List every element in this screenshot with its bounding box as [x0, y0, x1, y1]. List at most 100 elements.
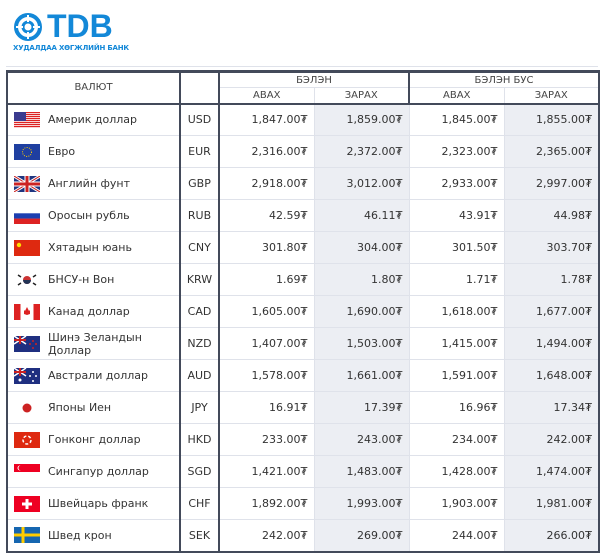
noncash-sell-rate: 1,677.00₮	[503, 295, 601, 328]
noncash-sell-rate: 17.34₮	[503, 391, 601, 424]
currency-row-usd: Америк доллар USD 1,847.00₮ 1,859.00₮ 1,…	[6, 103, 601, 136]
currency-row-sgd: Сингапур доллар SGD 1,421.00₮ 1,483.00₮ …	[6, 455, 601, 488]
currency-name-wrap: Оросын рубль	[14, 207, 177, 224]
cash-sell-rate: 46.11₮	[313, 199, 410, 232]
noncash-sell-rate: 242.00₮	[503, 423, 601, 456]
currency-name: Америк доллар	[48, 113, 137, 127]
currency-name-wrap: Америк доллар	[14, 111, 177, 128]
cash-buy-rate: 301.80₮	[218, 231, 315, 264]
currency-row-gbp: Английн фунт GBP 2,918.00₮ 3,012.00₮ 2,9…	[6, 167, 601, 200]
us-flag-icon	[14, 111, 40, 128]
currency-name: Японы Иен	[48, 401, 112, 414]
currency-code: JPY	[179, 391, 220, 424]
currency-name-cell: Японы Иен	[6, 391, 181, 424]
cash-buy-rate: 1,407.00₮	[218, 327, 315, 360]
header-cash-buy: АВАХ	[218, 87, 315, 105]
cash-buy-rate: 2,316.00₮	[218, 135, 315, 168]
currency-name-cell: Гонконг доллар	[6, 423, 181, 456]
currency-code: NZD	[179, 327, 220, 360]
ru-flag-icon	[14, 207, 40, 224]
noncash-buy-rate: 1,415.00₮	[408, 327, 505, 360]
currency-name-cell: Швед крон	[6, 519, 181, 552]
cash-buy-rate: 2,918.00₮	[218, 167, 315, 200]
noncash-sell-rate: 1,474.00₮	[503, 455, 601, 488]
currency-row-nzd: Шинэ Зеландын Доллар NZD 1,407.00₮ 1,503…	[6, 327, 601, 360]
currency-name-wrap: Швейцарь франк	[14, 495, 177, 512]
currency-row-krw: БНСУ-н Вон KRW 1.69₮ 1.80₮ 1.71₮ 1.78₮	[6, 263, 601, 296]
cash-sell-rate: 1.80₮	[313, 263, 410, 296]
currency-name-cell: Сингапур доллар	[6, 455, 181, 488]
cash-sell-rate: 1,483.00₮	[313, 455, 410, 488]
cash-buy-rate: 42.59₮	[218, 199, 315, 232]
noncash-sell-rate: 1.78₮	[503, 263, 601, 296]
currency-name: БНСУ-н Вон	[48, 273, 115, 286]
noncash-sell-rate: 266.00₮	[503, 519, 601, 552]
currency-row-aud: Австрали доллар AUD 1,578.00₮ 1,661.00₮ …	[6, 359, 601, 392]
eu-flag-icon	[14, 143, 40, 160]
header-cash-sell: ЗАРАХ	[313, 87, 410, 105]
currency-name: Оросын рубль	[48, 209, 130, 222]
currency-code: KRW	[179, 263, 220, 296]
currency-code: RUB	[179, 199, 220, 232]
currency-name: Сингапур доллар	[48, 465, 149, 478]
noncash-buy-rate: 1,428.00₮	[408, 455, 505, 488]
au-flag-icon	[14, 367, 40, 384]
cash-buy-rate: 1,847.00₮	[218, 103, 315, 136]
currency-code: GBP	[179, 167, 220, 200]
noncash-buy-rate: 244.00₮	[408, 519, 505, 552]
noncash-sell-rate: 1,494.00₮	[503, 327, 601, 360]
hk-flag-icon	[14, 431, 40, 448]
currency-code: CNY	[179, 231, 220, 264]
cash-sell-rate: 243.00₮	[313, 423, 410, 456]
kr-flag-icon	[14, 271, 40, 288]
currency-name-cell: Австрали доллар	[6, 359, 181, 392]
noncash-sell-rate: 1,855.00₮	[503, 103, 601, 136]
currency-name-wrap: Швед крон	[14, 527, 177, 544]
currency-name-cell: Английн фунт	[6, 167, 181, 200]
noncash-sell-rate: 303.70₮	[503, 231, 601, 264]
cash-sell-rate: 269.00₮	[313, 519, 410, 552]
currency-name-cell: БНСУ-н Вон	[6, 263, 181, 296]
cash-buy-rate: 1,578.00₮	[218, 359, 315, 392]
currency-code: USD	[179, 103, 220, 136]
tdb-logo[interactable]: TDB ХУДАЛДАА ХӨГЖЛИЙН БАНК	[13, 10, 129, 54]
cash-buy-rate: 233.00₮	[218, 423, 315, 456]
cash-buy-rate: 16.91₮	[218, 391, 315, 424]
cash-sell-rate: 304.00₮	[313, 231, 410, 264]
nz-flag-icon	[14, 335, 40, 352]
currency-name-cell: Евро	[6, 135, 181, 168]
cn-flag-icon	[14, 239, 40, 256]
noncash-buy-rate: 1,591.00₮	[408, 359, 505, 392]
cash-sell-rate: 3,012.00₮	[313, 167, 410, 200]
currency-code: HKD	[179, 423, 220, 456]
divider	[6, 66, 598, 67]
noncash-buy-rate: 2,933.00₮	[408, 167, 505, 200]
currency-row-eur: Евро EUR 2,316.00₮ 2,372.00₮ 2,323.00₮ 2…	[6, 135, 601, 168]
header-noncash: БЭЛЭН БУС	[407, 71, 601, 88]
noncash-sell-rate: 1,648.00₮	[503, 359, 601, 392]
cash-buy-rate: 1,892.00₮	[218, 487, 315, 520]
cash-buy-rate: 242.00₮	[218, 519, 315, 552]
currency-name-cell: Шинэ Зеландын Доллар	[6, 327, 181, 360]
currency-name-cell: Америк доллар	[6, 103, 181, 136]
ch-flag-icon	[14, 495, 40, 512]
currency-name: Швед крон	[48, 528, 112, 542]
cash-buy-rate: 1.69₮	[218, 263, 315, 296]
currency-name-cell: Оросын рубль	[6, 199, 181, 232]
noncash-sell-rate: 1,981.00₮	[503, 487, 601, 520]
currency-row-sek: Швед крон SEK 242.00₮ 269.00₮ 244.00₮ 26…	[6, 519, 601, 552]
cash-sell-rate: 2,372.00₮	[313, 135, 410, 168]
currency-name: Австрали доллар	[48, 369, 148, 382]
sg-flag-icon	[14, 463, 40, 480]
gb-flag-icon	[14, 175, 40, 192]
noncash-buy-rate: 301.50₮	[408, 231, 505, 264]
currency-code: SGD	[179, 455, 220, 488]
currency-name-wrap: Канад доллар	[14, 303, 177, 320]
logo-subtitle: ХУДАЛДАА ХӨГЖЛИЙН БАНК	[13, 44, 129, 52]
header-noncash-sell: ЗАРАХ	[503, 87, 601, 105]
currency-name-cell: Хятадын юань	[6, 231, 181, 264]
cash-sell-rate: 1,503.00₮	[313, 327, 410, 360]
noncash-sell-rate: 2,997.00₮	[503, 167, 601, 200]
currency-name-wrap: Австрали доллар	[14, 367, 177, 384]
currency-name: Швейцарь франк	[48, 497, 149, 510]
